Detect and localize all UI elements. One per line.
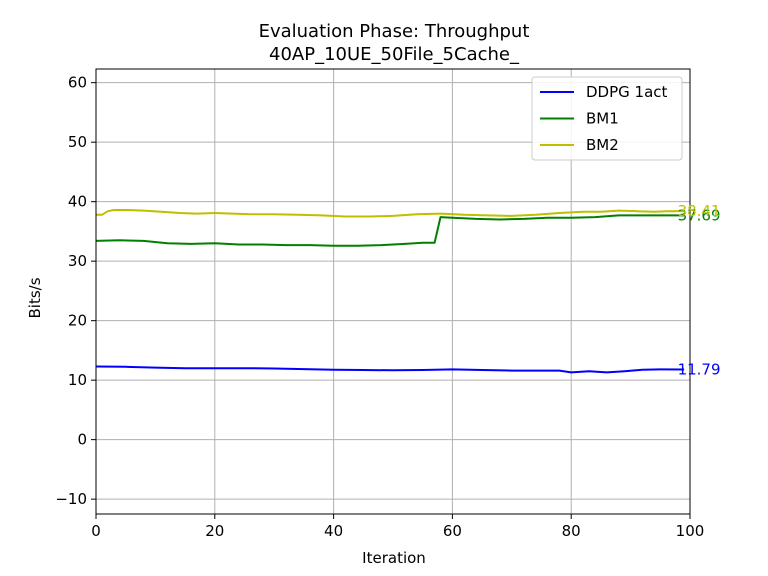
y-tick-label: 0 [77,431,87,449]
legend-label-bm1: BM1 [586,110,619,128]
series-line-bm1 [95,214,685,247]
y-tick-label: 40 [68,193,87,211]
x-tick-label: 80 [562,522,581,540]
x-tick-label: 40 [324,522,343,540]
y-axis-label: Bits/s [26,277,44,318]
legend-label-ddpg-1act: DDPG 1act [586,83,668,101]
y-tick-label: 20 [68,312,87,330]
y-tick-label: 60 [68,74,87,92]
series-line-bm2 [96,209,685,218]
y-tick-label: 10 [68,371,87,389]
legend-label-bm2: BM2 [586,136,619,154]
x-axis-label: Iteration [362,549,426,567]
legend-box [531,76,683,161]
series-line-ddpg-1act [95,365,685,374]
legend: DDPG 1act BM1 BM2 [531,76,683,161]
x-tick-label: 20 [205,522,224,540]
y-tick-label: −10 [55,490,87,508]
x-tick-label: 60 [443,522,462,540]
grid-lines [95,69,691,514]
end-value-label-bm2: 38.41 [678,202,721,220]
plot-frame [95,68,691,515]
chart-title-line1: Evaluation Phase: Throughput [259,21,530,42]
x-tick-label: 0 [91,522,101,540]
y-tick-label: 30 [68,252,87,270]
chart-title-line2: 40AP_10UE_50File_5Cache_ [269,44,520,65]
series-lines [95,209,685,374]
end-value-label-bm1: 37.69 [678,206,721,224]
y-tick-label: 50 [68,133,87,151]
x-tick-label: 100 [676,522,705,540]
end-value-label-ddpg-1act: 11.79 [678,360,721,378]
